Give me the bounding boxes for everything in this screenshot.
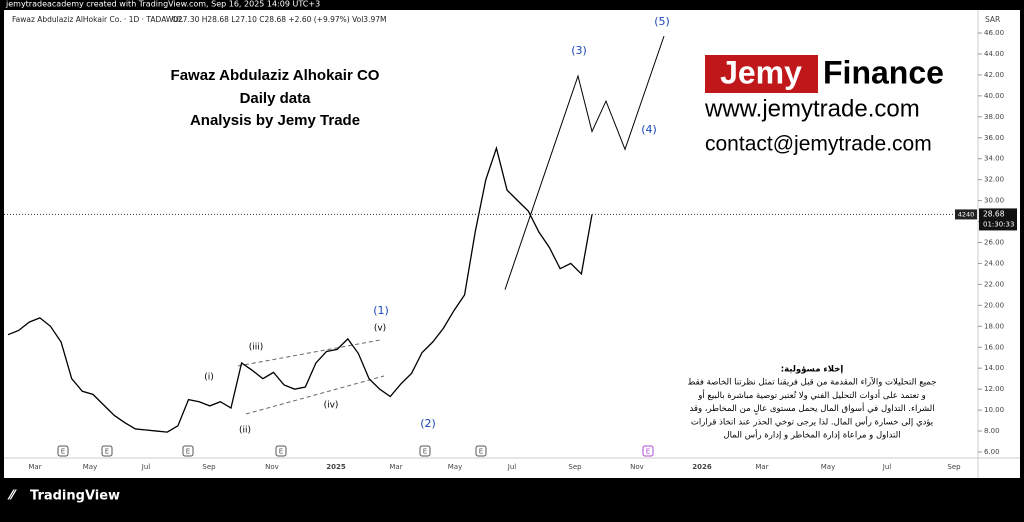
wave-label: (1) xyxy=(373,304,389,317)
price-tag xyxy=(979,208,1017,231)
disclaimer-line: إخلاء مسؤولية: xyxy=(781,365,844,375)
event-label: E xyxy=(105,448,109,456)
x-tick-label: May xyxy=(448,463,462,471)
y-tick-label: 10.00 xyxy=(984,406,1004,414)
disclaimer-line: و تعتمد على أدوات التحليل الفني ولا تُعت… xyxy=(697,389,926,401)
y-tick-label: 6.00 xyxy=(984,448,1000,456)
y-tick-label: 42.00 xyxy=(984,71,1004,79)
event-box xyxy=(419,445,431,457)
last-price: 28.68 xyxy=(983,209,1005,218)
countdown: 01:30:33 xyxy=(983,220,1014,228)
event-label: E xyxy=(479,448,483,456)
y-tick-label: 22.00 xyxy=(984,280,1004,288)
x-tick-label: Mar xyxy=(28,463,41,471)
y-tick-label: 12.00 xyxy=(984,385,1004,393)
y-tick-label: 16.00 xyxy=(984,343,1004,351)
y-tick-label: 30.00 xyxy=(984,197,1004,205)
event-label: E xyxy=(279,448,283,456)
x-tick-label: 2025 xyxy=(326,463,346,471)
title: Analysis by Jemy Trade xyxy=(190,112,360,129)
brand-contact: contact@jemytrade.com xyxy=(705,133,932,156)
brand-finance: Finance xyxy=(823,54,944,90)
price-line xyxy=(7,145,593,433)
wave-label: (3) xyxy=(571,44,587,57)
event-box xyxy=(182,445,194,457)
x-tick-label: Sep xyxy=(568,463,582,471)
event-label: E xyxy=(61,448,65,456)
event-box xyxy=(642,445,654,457)
title: Fawaz Abdulaziz Alhokair CO xyxy=(171,67,380,84)
y-tick-label: 38.00 xyxy=(984,113,1004,121)
footer xyxy=(4,478,1020,522)
y-tick-label: 34.00 xyxy=(984,155,1004,163)
x-tick-label: May xyxy=(821,463,835,471)
logo-icon: ⁄⁄ xyxy=(7,489,17,504)
y-tick-label: 40.00 xyxy=(984,92,1004,100)
x-tick-label: Nov xyxy=(265,463,279,471)
event-box xyxy=(275,445,287,457)
title: Daily data xyxy=(240,90,312,107)
volume-tag: 4240 xyxy=(958,210,975,218)
x-tick-label: 2026 xyxy=(692,463,712,471)
y-tick-label: 44.00 xyxy=(984,50,1004,58)
y-tick-label: 20.00 xyxy=(984,301,1004,309)
disclaimer-line: جميع التحليلات والآراء المقدمة من قبل فر… xyxy=(688,377,937,388)
wave-label: (4) xyxy=(641,123,657,136)
brand-jemy: Jemy xyxy=(720,54,802,90)
wave-label: (2) xyxy=(420,417,436,430)
projection-line xyxy=(504,35,665,290)
y-tick-label: 32.00 xyxy=(984,176,1004,184)
event-box xyxy=(475,445,487,457)
x-tick-label: Sep xyxy=(202,463,216,471)
y-tick-label: 18.00 xyxy=(984,322,1004,330)
y-tick-label: 36.00 xyxy=(984,134,1004,142)
footer-logo: TradingView xyxy=(30,489,120,504)
chart-panel xyxy=(4,10,1020,478)
y-tick-label: 46.00 xyxy=(984,29,1004,37)
wave-label: (ii) xyxy=(239,426,251,436)
brand-box xyxy=(705,55,818,93)
x-tick-label: Sep xyxy=(947,463,961,471)
event-box xyxy=(101,445,113,457)
volume-box xyxy=(955,209,977,220)
wave-label: (i) xyxy=(204,373,214,383)
event-label: E xyxy=(186,448,190,456)
x-tick-label: Jul xyxy=(141,463,151,471)
wave-label: (iii) xyxy=(249,343,264,353)
disclaimer-line: الشراء. التداول في أسواق المال يحمل مستو… xyxy=(689,402,934,416)
event-label: E xyxy=(646,448,650,456)
y-tick-label: 24.00 xyxy=(984,259,1004,267)
ohlc: O27.30 H28.68 L27.10 C28.68 +2.60 (+9.97… xyxy=(172,15,386,24)
disclaimer-line: التداول و مراعاة إدارة المخاطر و إدارة ر… xyxy=(723,429,900,441)
x-tick-label: Jul xyxy=(507,463,517,471)
y-tick-label: 26.00 xyxy=(984,239,1004,247)
channel-line xyxy=(245,375,385,415)
top-note: jemytradeacademy created with TradingVie… xyxy=(5,0,320,9)
wave-label: (v) xyxy=(374,324,386,334)
event-box xyxy=(57,445,69,457)
x-tick-label: Nov xyxy=(630,463,644,471)
y-tick-label: 14.00 xyxy=(984,364,1004,372)
x-tick-label: Mar xyxy=(755,463,768,471)
channel-line xyxy=(237,339,381,367)
event-label: E xyxy=(423,448,427,456)
currency: SAR xyxy=(985,15,1000,24)
disclaimer-line: يؤدي إلى خسارة رأس المال. لذا يرجى توخي … xyxy=(691,415,934,427)
brand-site: www.jemytrade.com xyxy=(704,95,920,122)
wave-label: (5) xyxy=(654,15,670,28)
y-tick-label: 8.00 xyxy=(984,427,1000,435)
x-tick-label: Jul xyxy=(882,463,892,471)
x-tick-label: Mar xyxy=(389,463,402,471)
wave-label: (iv) xyxy=(324,401,339,411)
symbol: Fawaz Abdulaziz AlHokair Co. · 1D · TADA… xyxy=(12,15,184,24)
x-tick-label: May xyxy=(83,463,97,471)
